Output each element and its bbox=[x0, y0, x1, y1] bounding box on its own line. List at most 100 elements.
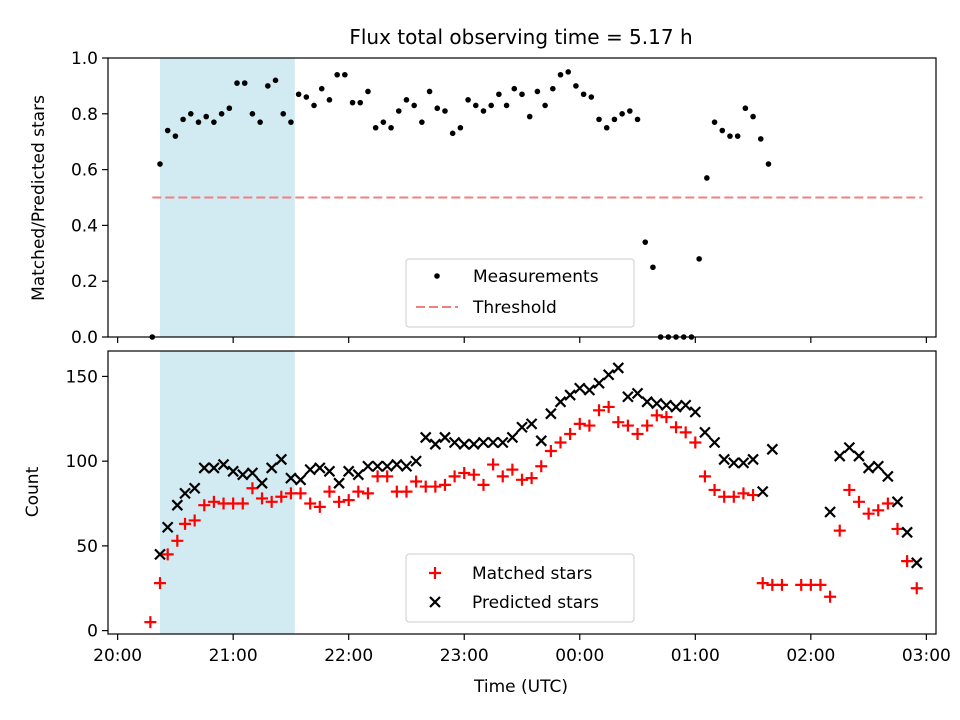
predicted-star-point bbox=[256, 477, 268, 489]
predicted-star-point bbox=[602, 368, 615, 381]
bottom-x-tick-label: 20:00 bbox=[93, 646, 142, 666]
matched-star-point bbox=[506, 463, 519, 476]
matched-star-point bbox=[458, 467, 471, 480]
measurement-point bbox=[218, 111, 225, 117]
predicted-star-point bbox=[612, 362, 625, 374]
matched-star-point bbox=[602, 400, 615, 413]
bottom-x-tick-label: 21:00 bbox=[209, 646, 258, 666]
measurement-point bbox=[711, 119, 718, 125]
matched-star-point bbox=[891, 522, 904, 535]
measurement-point bbox=[765, 161, 772, 167]
top-y-tick-label: 0.8 bbox=[71, 105, 98, 125]
matched-star-point bbox=[246, 482, 259, 495]
measurement-point bbox=[596, 116, 602, 123]
matched-star-point bbox=[467, 468, 480, 481]
predicted-star-point bbox=[901, 526, 913, 539]
measurement-point bbox=[496, 91, 502, 98]
measurement-point bbox=[288, 119, 294, 125]
measurement-point bbox=[519, 91, 525, 98]
predicted-star-point bbox=[593, 377, 605, 389]
matched-star-point bbox=[554, 436, 567, 449]
measurement-point bbox=[172, 133, 179, 139]
measurement-point bbox=[234, 80, 240, 86]
measurement-point bbox=[434, 105, 441, 112]
bottom-x-tick-label: 23:00 bbox=[440, 646, 489, 666]
matched-star-point bbox=[708, 483, 721, 496]
measurement-point bbox=[380, 119, 387, 125]
matched-star-point bbox=[361, 487, 374, 500]
measurement-point bbox=[226, 105, 233, 112]
predicted-star-point bbox=[641, 396, 653, 408]
predicted-star-point bbox=[525, 418, 538, 430]
predicted-star-point bbox=[188, 482, 201, 495]
matched-star-point bbox=[852, 495, 865, 508]
measurement-point bbox=[750, 113, 756, 120]
predicted-star-point bbox=[448, 436, 461, 449]
matched-star-point bbox=[737, 487, 750, 500]
matched-star-point bbox=[275, 490, 288, 503]
measurement-point bbox=[272, 77, 279, 84]
matched-star-point bbox=[660, 411, 673, 424]
predicted-star-point bbox=[391, 458, 403, 471]
measurement-point bbox=[211, 119, 217, 125]
measurement-point bbox=[634, 116, 641, 123]
predicted-star-point bbox=[747, 453, 759, 466]
measurement-point bbox=[180, 116, 186, 123]
matched-star-point bbox=[448, 470, 461, 483]
predicted-star-point bbox=[237, 468, 249, 481]
predicted-star-point bbox=[910, 557, 923, 569]
top-legend-box bbox=[405, 258, 635, 328]
predicted-star-point bbox=[198, 462, 211, 474]
measurement-point bbox=[550, 85, 556, 92]
measurement-point bbox=[280, 111, 287, 117]
measurement-point bbox=[603, 124, 610, 131]
measurement-point bbox=[203, 113, 210, 120]
matched-star-point bbox=[429, 480, 442, 493]
predicted-star-point bbox=[882, 470, 894, 483]
measurement-point bbox=[511, 85, 518, 92]
predicted-star-point bbox=[246, 467, 259, 479]
predicted-star-point bbox=[419, 431, 432, 444]
matched-star-point bbox=[670, 421, 683, 434]
measurement-point bbox=[526, 113, 533, 120]
measurement-point bbox=[311, 102, 317, 109]
predicted-star-point bbox=[824, 506, 836, 518]
bottom-x-tick-label: 01:00 bbox=[671, 646, 720, 666]
matched-star-point bbox=[910, 582, 923, 595]
matched-star-point bbox=[679, 426, 692, 439]
predicted-star-point bbox=[217, 458, 230, 471]
predicted-star-point bbox=[554, 396, 567, 408]
measurement-point bbox=[542, 102, 548, 109]
predicted-star-point bbox=[670, 401, 682, 413]
matched-star-point bbox=[313, 500, 326, 513]
measurement-point bbox=[465, 97, 471, 103]
matched-star-point bbox=[641, 419, 654, 432]
legend-predicted-label: Predicted stars bbox=[472, 593, 599, 613]
matched-star-point bbox=[843, 483, 856, 496]
measurement-point bbox=[241, 80, 248, 86]
measurement-point bbox=[188, 111, 194, 117]
measurement-point bbox=[627, 108, 633, 114]
matched-star-point bbox=[342, 494, 355, 507]
matched-star-point bbox=[727, 490, 740, 503]
bottom-shaded-interval bbox=[159, 351, 295, 634]
predicted-star-point bbox=[660, 399, 673, 412]
bottom-legend: Matched stars Predicted stars bbox=[405, 553, 635, 623]
measurement-point bbox=[318, 85, 325, 92]
bottom-y-tick-label: 100 bbox=[66, 452, 98, 472]
measurement-point bbox=[557, 71, 564, 78]
measurement-point bbox=[265, 83, 271, 89]
matched-star-point bbox=[824, 590, 837, 603]
predicted-star-point bbox=[506, 431, 519, 444]
predicted-star-point bbox=[535, 435, 548, 447]
matched-star-point bbox=[583, 419, 596, 432]
measurement-point bbox=[388, 124, 394, 131]
measurement-point bbox=[565, 69, 572, 75]
measurement-point bbox=[719, 127, 726, 134]
matched-stars-points bbox=[144, 400, 923, 629]
measurement-point bbox=[611, 116, 618, 123]
matched-star-point bbox=[496, 470, 509, 483]
predicted-star-point bbox=[171, 499, 184, 511]
predicted-star-point bbox=[429, 438, 442, 450]
measurement-point bbox=[295, 91, 302, 98]
